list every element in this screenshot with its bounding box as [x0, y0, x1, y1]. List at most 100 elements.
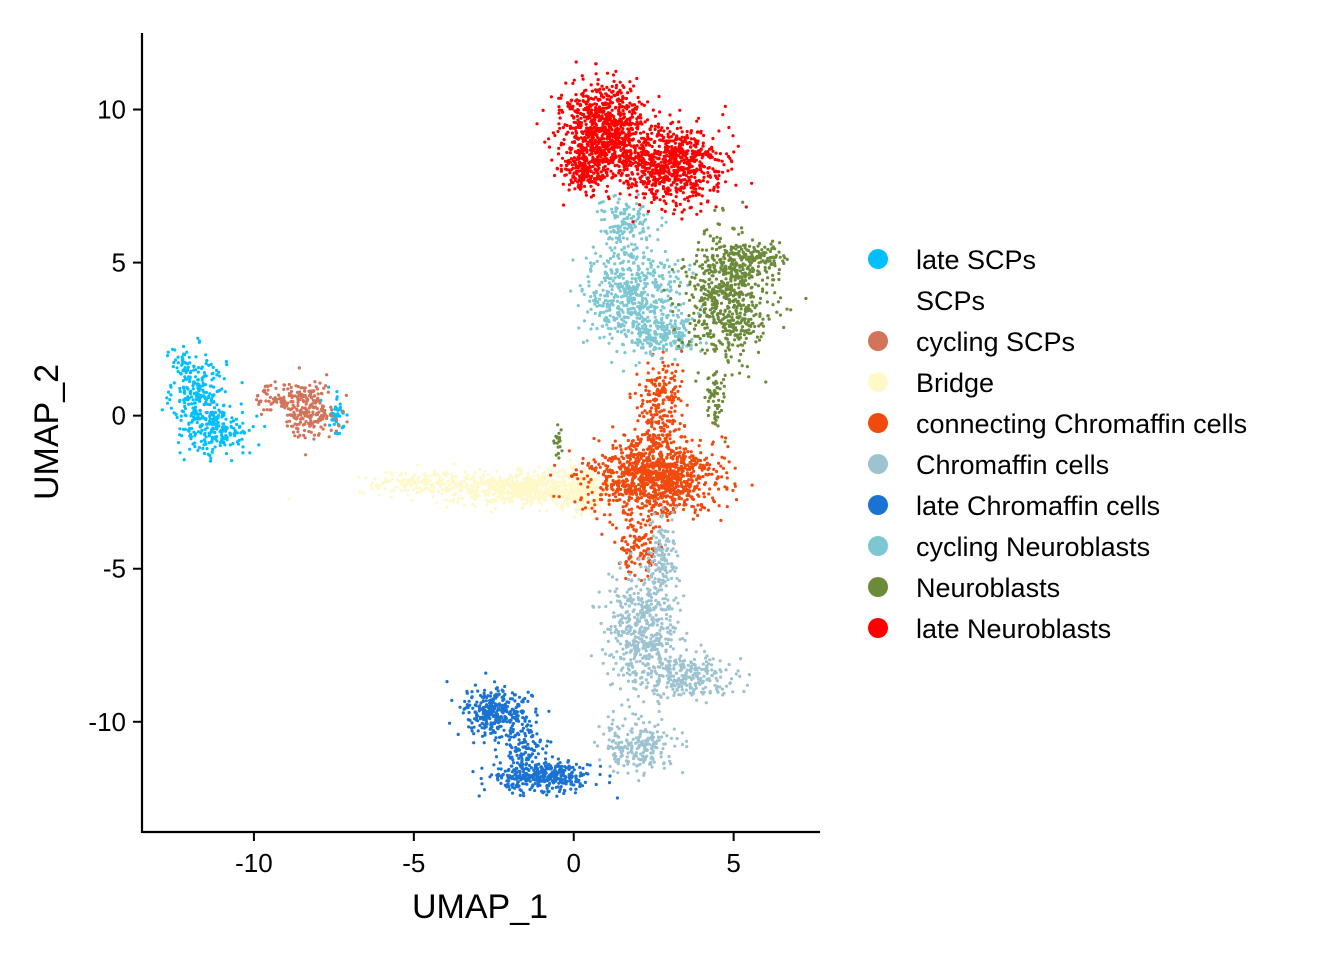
data-point	[675, 576, 679, 581]
data-point	[228, 443, 232, 447]
data-point	[730, 677, 734, 681]
data-point	[304, 419, 308, 424]
data-point	[617, 594, 621, 599]
data-point	[654, 598, 658, 603]
data-point	[207, 394, 211, 398]
data-point	[728, 681, 733, 685]
data-point	[413, 480, 417, 484]
data-point	[538, 499, 542, 504]
data-point	[484, 705, 488, 709]
data-point	[304, 402, 308, 406]
data-point	[611, 523, 615, 527]
data-point	[395, 485, 399, 489]
data-point	[647, 577, 651, 582]
data-point	[440, 487, 444, 491]
data-point	[671, 625, 675, 629]
data-point	[677, 502, 682, 506]
data-point	[614, 661, 618, 666]
data-point	[613, 455, 617, 459]
data-point	[495, 469, 499, 473]
data-point	[642, 463, 647, 467]
data-point	[464, 485, 468, 489]
data-point	[637, 620, 641, 624]
data-point	[180, 358, 184, 362]
data-point	[474, 494, 478, 498]
data-point	[637, 497, 641, 501]
data-point	[600, 453, 605, 457]
data-point	[447, 483, 451, 487]
data-point	[524, 715, 528, 719]
data-point	[189, 395, 194, 399]
data-point	[622, 500, 627, 504]
data-point	[517, 695, 522, 699]
data-point	[606, 464, 610, 468]
data-point	[613, 491, 617, 495]
data-point	[309, 419, 313, 423]
data-point	[265, 384, 269, 388]
data-point	[677, 496, 681, 501]
data-point	[641, 750, 646, 755]
data-point	[495, 495, 500, 499]
data-point	[668, 623, 673, 627]
data-point	[193, 407, 197, 411]
data-point	[641, 600, 645, 605]
data-point	[202, 438, 206, 442]
data-point	[593, 469, 597, 473]
data-point	[233, 434, 237, 438]
data-point	[549, 491, 553, 495]
data-point	[483, 688, 487, 692]
data-point	[668, 655, 672, 659]
data-point	[669, 562, 673, 566]
data-point	[679, 481, 684, 485]
data-point	[519, 468, 523, 472]
data-point	[697, 487, 701, 491]
data-point	[581, 456, 585, 461]
data-point	[486, 694, 490, 698]
data-point	[521, 493, 525, 497]
data-point	[613, 731, 617, 735]
data-point	[551, 470, 555, 475]
data-point	[656, 497, 660, 501]
data-point	[588, 488, 592, 492]
data-point	[234, 417, 238, 421]
data-point	[675, 455, 680, 459]
data-point	[660, 480, 664, 484]
data-point	[207, 419, 212, 423]
data-point	[420, 489, 424, 493]
data-point	[696, 503, 700, 507]
data-point	[302, 428, 307, 433]
data-point	[614, 746, 618, 750]
data-point	[430, 484, 434, 488]
data-point	[290, 424, 294, 428]
data-point	[585, 763, 590, 767]
data-point	[345, 420, 349, 424]
data-point	[223, 390, 227, 394]
data-point	[470, 495, 474, 499]
data-point	[222, 413, 226, 417]
data-point	[440, 479, 444, 483]
data-point	[371, 481, 375, 485]
data-point	[454, 492, 458, 496]
data-point	[657, 709, 661, 714]
data-point	[194, 432, 198, 436]
data-point	[643, 647, 647, 651]
data-point	[618, 498, 622, 502]
data-point	[669, 441, 673, 445]
data-point	[657, 436, 662, 440]
data-point	[651, 572, 655, 576]
data-point	[693, 682, 698, 686]
data-point	[605, 487, 609, 491]
data-point	[664, 584, 668, 588]
data-point	[459, 487, 463, 491]
data-point	[236, 442, 241, 446]
data-point	[630, 507, 634, 511]
data-point	[615, 587, 619, 591]
data-point	[541, 771, 545, 775]
data-point	[191, 442, 195, 446]
data-point	[305, 409, 309, 413]
data-point	[632, 528, 636, 532]
data-point	[633, 427, 637, 431]
data-point	[212, 393, 216, 397]
data-point	[211, 418, 215, 422]
data-point	[680, 379, 684, 384]
